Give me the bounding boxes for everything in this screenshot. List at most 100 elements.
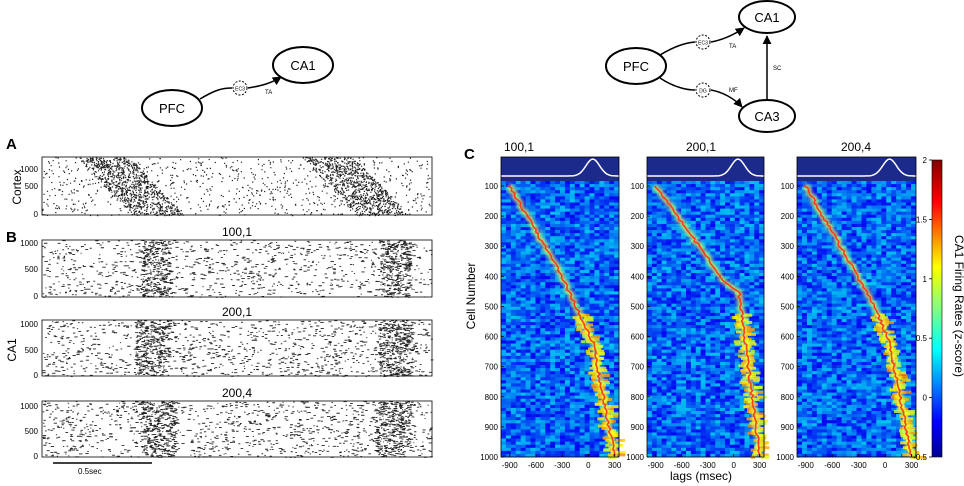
node-pfc-right-label: PFC bbox=[623, 59, 649, 74]
panel-c-ytick: 200 bbox=[631, 212, 645, 221]
panel-c-ytick: 300 bbox=[631, 242, 645, 251]
panel-c-ytick: 100 bbox=[631, 182, 645, 191]
raster-title: 100,1 bbox=[222, 225, 252, 239]
panel-c-xtick: -900 bbox=[798, 461, 815, 470]
panel-a-ytick: 500 bbox=[25, 182, 39, 191]
population-strip bbox=[797, 157, 916, 181]
population-curve bbox=[647, 158, 764, 177]
panel-c-ytick: 100 bbox=[485, 182, 499, 191]
panel-c-ytick: 500 bbox=[485, 302, 499, 311]
panel-c-ytick: 200 bbox=[781, 212, 795, 221]
raster-title: 200,1 bbox=[222, 305, 252, 319]
panel-a-ylabel: Cortex bbox=[10, 169, 24, 204]
panel-c-xtick: -600 bbox=[824, 461, 841, 470]
panel-b-ytick: 1000 bbox=[20, 402, 38, 411]
node-ca3-right-label: CA3 bbox=[754, 109, 779, 124]
panel-c-xtick: 0 bbox=[731, 461, 736, 470]
panel-c-xtick: 300 bbox=[753, 461, 767, 470]
edge-pfc-dg-right bbox=[659, 77, 696, 91]
population-curve bbox=[501, 158, 619, 177]
panel-c-ytick: 1000 bbox=[480, 453, 498, 462]
panel-b-ytick: 0 bbox=[34, 452, 39, 461]
node-pfc-left bbox=[141, 89, 203, 127]
colorbar-tick: -0.5 bbox=[913, 453, 927, 462]
colorbar-tick: 1.5 bbox=[916, 215, 928, 224]
heatmap-100-1: -900 -600 -300 0 300 100 200 300 400 500 600 700 800… bbox=[480, 156, 626, 470]
panel-c-ytick: 700 bbox=[485, 363, 499, 372]
edge-ec3-ca1-left bbox=[247, 76, 282, 89]
heatmap-200-1: -900 -600 -300 0 300 100 200 300 400 500 600 700 800… bbox=[626, 156, 770, 470]
node-ca1-right bbox=[738, 0, 796, 34]
edge-pfc-ec3-right bbox=[659, 41, 696, 56]
panel-c-ytick: 400 bbox=[781, 272, 795, 281]
panel-label-a: A bbox=[6, 136, 17, 153]
node-dg-right-label: DG bbox=[699, 89, 707, 95]
panel-c-xtick: -900 bbox=[502, 461, 519, 470]
panel-c-ytick: 600 bbox=[631, 333, 645, 342]
node-dg-right bbox=[695, 82, 711, 98]
panel-c-xtick: -600 bbox=[528, 461, 545, 470]
panel-c-ytick: 800 bbox=[485, 393, 499, 402]
population-strip bbox=[501, 157, 619, 181]
raster-100-1 bbox=[42, 240, 433, 298]
panel-c-ytick: 600 bbox=[485, 333, 499, 342]
panel-c-ytick: 500 bbox=[631, 302, 645, 311]
node-ca1-left-label: CA1 bbox=[290, 58, 315, 73]
heatmap-title: 200,1 bbox=[686, 140, 716, 154]
panel-c-ytick: 400 bbox=[631, 272, 645, 281]
panel-label-b: B bbox=[6, 229, 17, 246]
panel-b: 100,1 1000 500 0 200,1 1000 500 0 200,4 … bbox=[5, 225, 434, 476]
panel-c-ytick: 800 bbox=[781, 393, 795, 402]
diagram-right: PFC CA1 CA3 EC3 TA DG MF SC bbox=[605, 0, 796, 133]
raster-title: 200,4 bbox=[222, 386, 252, 400]
panel-c-ytick: 300 bbox=[485, 242, 499, 251]
panel-a-bg bbox=[42, 157, 432, 215]
panel-c-ytick: 1000 bbox=[776, 453, 794, 462]
population-strip bbox=[647, 157, 764, 181]
edge-ec3-ca1-right bbox=[710, 27, 745, 43]
panel-c-ytick: 800 bbox=[631, 393, 645, 402]
panel-c-ytick: 700 bbox=[631, 363, 645, 372]
colorbar-ticks: 2 1.5 1 0.5 0 -0.5 bbox=[913, 156, 932, 462]
panel-c-ytick: 100 bbox=[781, 182, 795, 191]
colorbar-tick: 1 bbox=[923, 275, 928, 284]
panel-b-ytick: 1000 bbox=[20, 239, 38, 248]
panel-c-ytick: 300 bbox=[781, 242, 795, 251]
edge-ta-right-label: TA bbox=[729, 44, 736, 50]
edge-dg-ca3-right bbox=[710, 89, 743, 108]
panel-c-ytick: 200 bbox=[485, 212, 499, 221]
panel-c-ytick: 1000 bbox=[626, 453, 644, 462]
node-ec3-left bbox=[232, 80, 248, 96]
panel-b-ytick: 500 bbox=[25, 427, 39, 436]
node-ca1-right-label: CA1 bbox=[754, 10, 779, 25]
panel-c-ytick: 600 bbox=[781, 333, 795, 342]
panel-c: 100,1 200,1 200,4 -900 -600 -300 0 300100200… bbox=[464, 140, 964, 483]
panel-a-ytick: 0 bbox=[34, 210, 39, 219]
raster-cortex bbox=[42, 157, 431, 217]
scale-bar-label: 0.5sec bbox=[78, 467, 102, 476]
panel-c-xlabel: lags (msec) bbox=[670, 469, 732, 483]
panel-c-xtick: 0 bbox=[586, 461, 591, 470]
panel-c-ytick: 900 bbox=[781, 423, 795, 432]
node-pfc-right bbox=[605, 47, 667, 85]
panel-a-ytick: 1000 bbox=[20, 165, 38, 174]
edge-sc-right-label: SC bbox=[773, 66, 782, 72]
colorbar-tick: 0.5 bbox=[916, 334, 928, 343]
node-ec3-right bbox=[695, 34, 711, 50]
panel-a-frame bbox=[41, 156, 433, 216]
panel-c-xtick: -300 bbox=[700, 461, 717, 470]
panel-c-ytick: 700 bbox=[781, 363, 795, 372]
panel-c-xtick: -900 bbox=[648, 461, 665, 470]
diagram-left: PFC CA1 EC3 TA bbox=[141, 46, 334, 127]
panel-c-xtick: 300 bbox=[905, 461, 919, 470]
colorbar-tick: 2 bbox=[923, 156, 928, 165]
panel-b-ytick: 0 bbox=[34, 371, 39, 380]
panel-c-ylabel: Cell Number bbox=[464, 263, 478, 330]
colorbar-tick: 0 bbox=[923, 394, 928, 403]
node-ec3-left-label: EC3 bbox=[235, 87, 245, 93]
panel-b-ytick: 500 bbox=[25, 265, 39, 274]
panel-b-ytick: 1000 bbox=[20, 320, 38, 329]
population-curve bbox=[797, 158, 916, 177]
panel-b-ylabel: CA1 bbox=[5, 338, 19, 362]
